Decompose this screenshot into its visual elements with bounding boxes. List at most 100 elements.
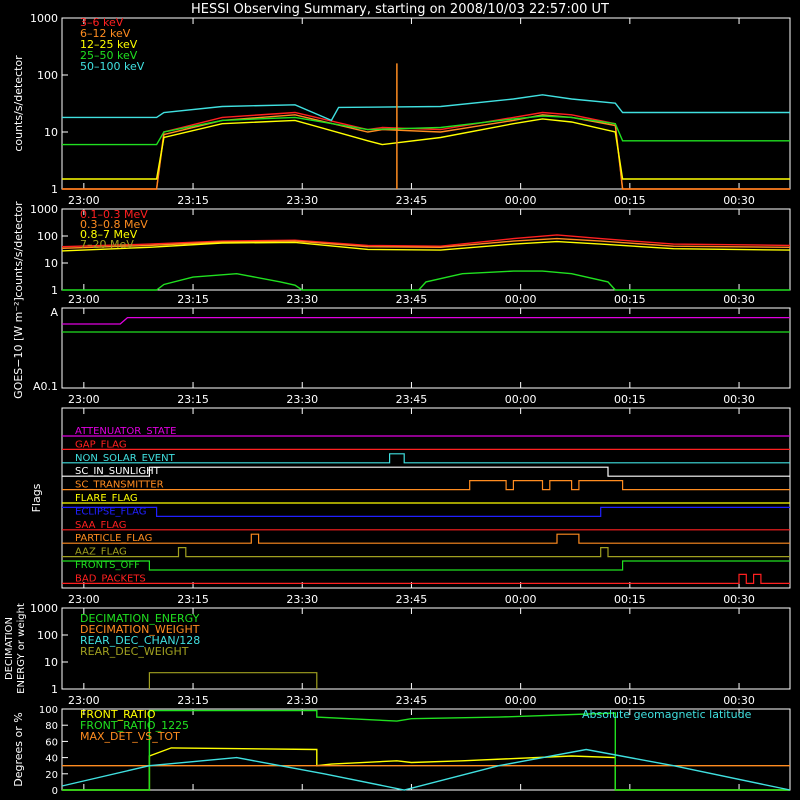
panel-flags-flag-label: ECLIPSE_FLAG	[75, 506, 146, 517]
panel-count-high-ytick-label: 1000	[30, 203, 58, 216]
panel-decimation-legend-entry: REAR_DEC_WEIGHT	[80, 645, 189, 658]
panel-count-high-time-label: 00:30	[723, 293, 755, 306]
panel-count-high-series-line	[61, 240, 791, 252]
panel-decimation-legend-entry: REAR_DEC_CHAN/128	[80, 634, 200, 647]
panel-ratios-ylabel: Degrees or %	[12, 712, 25, 786]
panel-count-low-time-label: 23:00	[68, 194, 100, 207]
panel-ratios-series-line	[61, 748, 791, 791]
panel-decimation-frame	[61, 607, 791, 690]
panel-count-low-time-label: 00:30	[723, 194, 755, 207]
panel-ratios-ytick-label: 20	[45, 770, 58, 781]
panel-flags-time-label: 00:15	[614, 593, 646, 606]
panel-goes-time-label: 00:00	[505, 393, 537, 406]
panel-ratios-ytick-label: 40	[45, 754, 58, 765]
panel-flags-time-label: 00:00	[505, 593, 537, 606]
panel-count-high-series-line	[61, 237, 791, 249]
panel-count-high-ytick-label: 100	[37, 230, 58, 243]
panel-flags-time-label: 23:45	[396, 593, 428, 606]
panel-decimation-series-line	[148, 672, 318, 689]
panel-count-low-ytick-label: 100	[37, 69, 58, 82]
panel-decimation-ytick-label: 1	[51, 683, 58, 696]
panel-ratios-ytick-label: 60	[45, 737, 58, 748]
panel-ratios-legend-entry: FRONT_RATIO	[80, 708, 156, 721]
panel-count-high-time-label: 23:00	[68, 293, 100, 306]
panel-count-low-series-line	[62, 114, 790, 190]
panel-count-high-ylabel: counts/s/detector	[12, 201, 25, 298]
panel-count-low-legend-entry: 50–100 keV	[80, 60, 145, 73]
panel-flags-flag-label: FLARE_FLAG	[75, 493, 138, 504]
panel-decimation-ytick-label: 1000	[30, 602, 58, 615]
panel-flags-flag-label: GAP_FLAG	[75, 439, 127, 450]
panel-count-low-ytick-label: 1	[51, 183, 58, 196]
panel-goes-frame	[61, 307, 791, 389]
panel-flags-frame	[61, 407, 791, 589]
panel-decimation-ylabel-line1: DECIMATION	[4, 617, 15, 680]
panel-count-high-legend-entry: 0.8–7 MeV	[80, 228, 138, 241]
panel-decimation-time-label: 23:30	[286, 694, 318, 707]
panel-decimation-legend-entry: DECIMATION_ENERGY	[80, 612, 200, 625]
panel-flags-flag-label: FRONTS_OFF	[75, 560, 140, 571]
panel-goes-ytick-label: A	[50, 306, 58, 319]
panel-decimation-time-label: 23:45	[396, 694, 428, 707]
panel-goes-series-line	[62, 316, 790, 325]
panel-count-high-ytick-label: 10	[44, 257, 58, 270]
panel-count-low-time-label: 23:15	[177, 194, 209, 207]
panel-flags-flag-line	[62, 466, 790, 477]
panel-flags-flag-line	[62, 453, 790, 464]
panel-flags-time-label: 23:30	[286, 593, 318, 606]
panel-decimation-ytick-label: 10	[44, 656, 58, 669]
chart-title: HESSI Observing Summary, starting on 200…	[191, 2, 609, 17]
panel-count-low-legend-entry: 12–25 keV	[80, 38, 138, 51]
panel-ratios-legend-entry: FRONT_RATIO_1225	[80, 719, 189, 732]
panel-count-low-legend-entry: 3–6 keV	[80, 16, 124, 29]
panel-count-low-series-line	[62, 118, 790, 180]
panel-flags-time-label: 00:30	[723, 593, 755, 606]
panel-count-high-time-label: 23:15	[177, 293, 209, 306]
panel-goes-time-label: 23:45	[396, 393, 428, 406]
panel-ratios-ytick-label: 0	[52, 786, 58, 797]
panel-count-high-time-label: 00:00	[505, 293, 537, 306]
panel-decimation-legend-entry: DECIMATION_WEIGHT	[80, 623, 200, 636]
panel-count-low-legend-entry: 6–12 keV	[80, 27, 131, 40]
panel-count-low-series-line	[62, 94, 790, 122]
panel-flags-flag-label: AAZ_FLAG	[75, 547, 127, 558]
panel-count-high-legend-entry: 0.1–0.3 MeV	[80, 208, 148, 221]
panel-flags-time-label: 23:00	[68, 593, 100, 606]
panel-goes-time-label: 23:15	[177, 393, 209, 406]
panel-flags-flag-label: SC_TRANSMITTER	[75, 480, 164, 491]
panel-count-low-time-label: 00:15	[614, 194, 646, 207]
panel-count-high-time-label: 00:15	[614, 293, 646, 306]
panel-ratios-series-line	[62, 709, 790, 791]
panel-count-low-ytick-label: 1000	[30, 12, 58, 25]
panel-flags-time-label: 23:15	[177, 593, 209, 606]
panel-flags-flag-label: PARTICLE_FLAG	[75, 533, 152, 544]
panel-decimation-time-label: 00:00	[505, 694, 537, 707]
panel-decimation-time-label: 00:15	[614, 694, 646, 707]
panel-flags-flag-line	[62, 560, 790, 571]
panel-ratios-legend-entry: Absolute geomagnetic latitude	[582, 708, 752, 721]
panel-count-low-frame	[61, 17, 791, 190]
panel-count-low-time-label: 23:45	[396, 194, 428, 207]
panel-decimation-time-label: 00:30	[723, 694, 755, 707]
panel-decimation-time-label: 23:00	[68, 694, 100, 707]
panel-goes-time-label: 00:15	[614, 393, 646, 406]
panel-ratios-frame	[61, 708, 791, 791]
panel-flags-flag-label: SAA_FLAG	[75, 520, 126, 531]
panel-ratios-series-line	[62, 747, 790, 791]
panel-flags-flag-line	[62, 533, 790, 544]
panel-flags-flag-line	[62, 573, 790, 585]
panel-flags-flag-line	[62, 546, 790, 558]
panel-decimation-ytick-label: 100	[37, 629, 58, 642]
panel-goes-time-label: 00:30	[723, 393, 755, 406]
panel-count-low-ylabel: counts/s/detector	[12, 55, 25, 152]
panel-flags-flag-line	[62, 480, 790, 491]
panel-goes-ylabel: GOES−10 [W m⁻²]	[12, 297, 25, 399]
panel-count-low-series-line	[62, 115, 790, 146]
panel-ratios-ytick-label: 80	[45, 721, 58, 732]
panel-count-high-ytick-label: 1	[51, 284, 58, 297]
panel-count-high-time-label: 23:30	[286, 293, 318, 306]
panel-count-high-legend-entry: 0.3–0.8 MeV	[80, 218, 148, 231]
panel-ratios-legend-entry: MAX_DET_VS_TOT	[80, 730, 180, 743]
